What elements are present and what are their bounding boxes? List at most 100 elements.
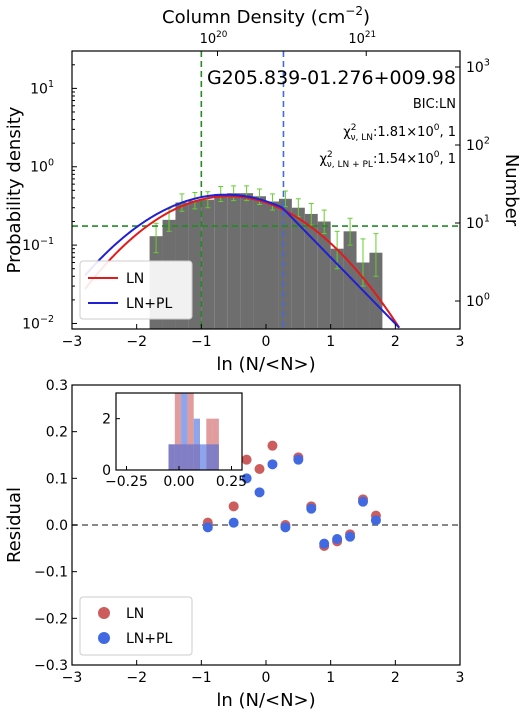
column-density-ticks: 1020 1021 bbox=[200, 30, 376, 56]
residual-y-tick-label: −0.3 bbox=[34, 658, 68, 674]
inset-y-tick-label: 0 bbox=[102, 463, 111, 479]
inset-lnpl-bar bbox=[174, 444, 182, 470]
ln-residual-point bbox=[254, 464, 265, 474]
histogram-bar bbox=[227, 193, 241, 329]
inset-ln-bar bbox=[187, 393, 194, 470]
ln-residual-point bbox=[228, 501, 239, 512]
residual-histogram-inset: −0.25 0.00 0.25 0 2 bbox=[102, 392, 247, 490]
pdf-x-ticks: −3 −2 −1 0 1 2 3 bbox=[62, 324, 465, 350]
histogram-bar bbox=[291, 207, 305, 329]
pdf-x-tick-label: 3 bbox=[456, 334, 465, 350]
ln-residual-point bbox=[267, 440, 278, 451]
legend-lnpl-marker bbox=[98, 632, 110, 644]
residual-x-axis-label: ln (N/<N>) bbox=[216, 690, 315, 711]
residual-x-tick-label: 3 bbox=[456, 670, 465, 686]
histogram-error-bar bbox=[269, 193, 275, 211]
histogram-bar bbox=[253, 196, 266, 329]
chi-lnpl-annotation: χ2 ν, LN + PL:1.54×100, 1 bbox=[320, 150, 457, 170]
residual-x-ticks: −3 −2 −1 0 1 2 3 bbox=[62, 660, 465, 686]
residual-y-axis-label: Residual bbox=[4, 487, 25, 563]
number-tick-label: 103 bbox=[466, 58, 490, 76]
pdf-y-tick-label: 101 bbox=[30, 79, 54, 97]
bic-annotation: BIC:LN bbox=[413, 97, 456, 112]
lnpl-residual-point bbox=[370, 515, 381, 526]
lnpl-residual-point bbox=[293, 454, 304, 465]
residual-y-ticks: −0.3 −0.2 −0.1 0.0 0.1 0.2 0.3 bbox=[34, 378, 77, 674]
inset-lnpl-bar bbox=[187, 444, 194, 470]
top-x-axis-label: Column Density (cm−2) bbox=[162, 4, 370, 28]
histogram-error-bar bbox=[321, 209, 327, 235]
inset-lnpl-bar bbox=[212, 444, 219, 470]
pdf-x-tick-label: 2 bbox=[391, 334, 400, 350]
histogram-bar bbox=[214, 193, 228, 329]
histogram-error-bar bbox=[153, 222, 159, 254]
lnpl-residual-point bbox=[202, 522, 213, 533]
ln-fit-curve bbox=[84, 195, 401, 329]
inset-y-tick-label: 2 bbox=[102, 412, 111, 428]
residual-legend-ln-label: LN bbox=[126, 606, 144, 622]
lnpl-residual-point bbox=[228, 517, 239, 528]
residual-x-tick-label: −1 bbox=[191, 670, 212, 686]
residual-y-tick-label: 0.1 bbox=[46, 471, 68, 487]
pdf-x-tick-label: −3 bbox=[62, 334, 83, 350]
pdf-panel: −3 −2 −1 0 1 2 3 10−2 10−1 100 101 100 101 102 103 1… bbox=[4, 4, 522, 375]
residual-panel: −3 −2 −1 0 1 2 3 −0.3 −0.2 −0.1 0.0 0.1 0.2 0.3 ln (… bbox=[4, 378, 464, 711]
pdf-x-tick-label: 0 bbox=[262, 334, 271, 350]
inset-ticks: −0.25 0.00 0.25 0 2 bbox=[102, 412, 247, 490]
lnpl-residual-point bbox=[241, 473, 252, 484]
histogram-error-bar bbox=[347, 217, 353, 246]
lnpl-residual-point bbox=[319, 538, 330, 549]
residual-x-tick-label: −2 bbox=[126, 670, 147, 686]
histogram-bar bbox=[356, 262, 370, 329]
residual-legend-lnpl-label: LN+PL bbox=[126, 631, 172, 647]
inset-x-tick-label: 0.00 bbox=[163, 474, 194, 490]
histogram-bar bbox=[369, 252, 383, 329]
pdf-legend-box bbox=[79, 260, 193, 320]
legend-ln-label: LN bbox=[126, 271, 144, 287]
residual-plot-area bbox=[72, 440, 460, 551]
residual-y-tick-label: 0.0 bbox=[46, 518, 68, 534]
inset-lnpl-bar bbox=[206, 444, 213, 470]
number-tick-label: 101 bbox=[466, 214, 490, 232]
histogram-bar bbox=[201, 199, 215, 329]
inset-lnpl-bar bbox=[168, 444, 175, 470]
histogram-error-bar bbox=[257, 188, 263, 205]
histogram-error-bar bbox=[205, 191, 211, 209]
pdf-y-tick-label: 100 bbox=[30, 157, 54, 175]
histogram-bar bbox=[240, 193, 254, 329]
pdf-x-tick-label: −1 bbox=[191, 334, 212, 350]
histogram-bar bbox=[304, 213, 318, 329]
inset-lnpl-bar bbox=[181, 393, 188, 470]
inset-ln-bar bbox=[212, 418, 219, 470]
inset-plot-area bbox=[168, 393, 219, 470]
residual-legend: LN LN+PL bbox=[79, 596, 193, 656]
lnpl-residual-point bbox=[345, 531, 356, 542]
number-tick-label: 100 bbox=[466, 292, 490, 310]
inset-lnpl-bar bbox=[193, 418, 200, 470]
lnpl-residual-point bbox=[267, 459, 278, 470]
inset-x-tick-label: 0.25 bbox=[216, 474, 247, 490]
lnpl-residual-point bbox=[306, 503, 317, 514]
histogram-error-bar bbox=[373, 233, 379, 277]
pdf-legend: LN LN+PL bbox=[79, 260, 193, 320]
residual-x-tick-label: 1 bbox=[326, 670, 335, 686]
inset-lnpl-bar bbox=[200, 444, 207, 470]
histogram-bar bbox=[266, 201, 279, 329]
pdf-y-axis-label: Probability density bbox=[4, 106, 25, 273]
histogram-bar bbox=[343, 231, 357, 329]
number-axis-ticks: 100 101 102 103 bbox=[455, 58, 490, 310]
pdf-y-tick-label: 10−2 bbox=[22, 314, 54, 332]
residual-y-tick-label: 0.2 bbox=[46, 425, 68, 441]
pdf-y-ticks: 10−2 10−1 100 101 bbox=[22, 50, 77, 332]
number-tick-label: 102 bbox=[466, 136, 490, 154]
legend-lnpl-label: LN+PL bbox=[126, 296, 172, 312]
residual-y-tick-label: 0.3 bbox=[46, 378, 68, 394]
number-axis-label: Number bbox=[501, 154, 522, 227]
pdf-y-tick-label: 10−1 bbox=[22, 236, 54, 254]
pdf-x-tick-label: −2 bbox=[126, 334, 147, 350]
legend-ln-marker bbox=[98, 607, 110, 619]
inset-ln-bar bbox=[174, 393, 182, 470]
lnpl-residual-point bbox=[332, 534, 343, 544]
lnpl-residual-point bbox=[254, 487, 265, 498]
